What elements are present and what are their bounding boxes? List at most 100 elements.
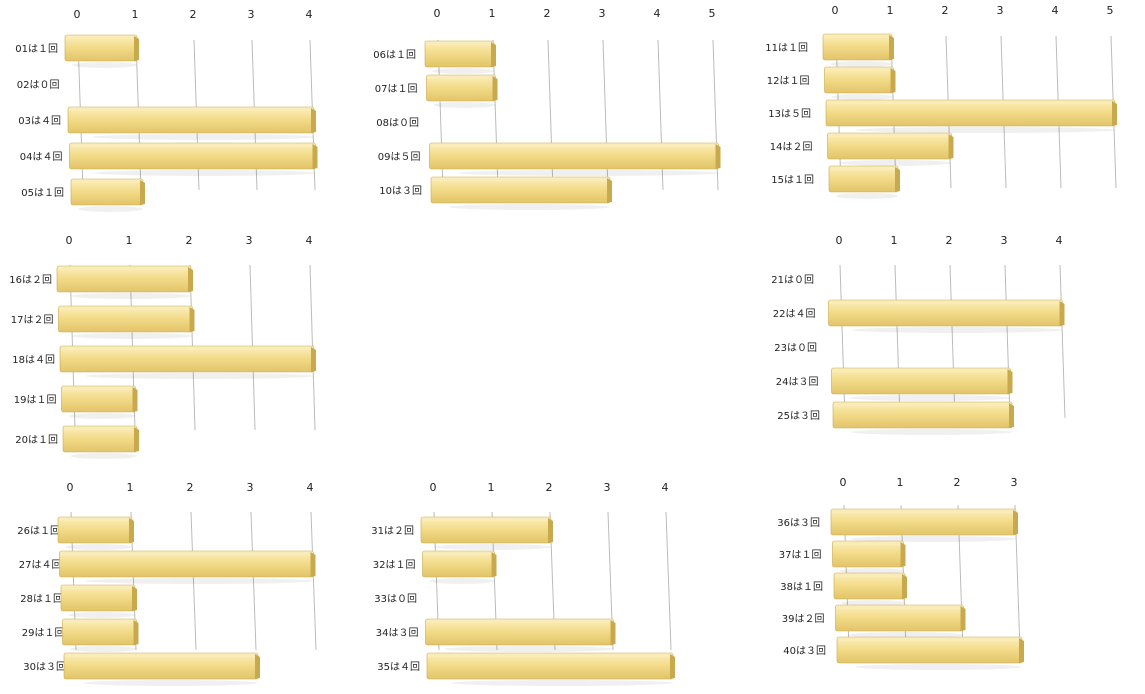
category-label-8-1: 36は３回 <box>777 517 820 529</box>
bar-top-bevel <box>832 369 1010 372</box>
tick-label-2-5: 5 <box>709 7 716 20</box>
tick-label-8-1: 1 <box>897 476 904 489</box>
bar-side-bevel <box>607 178 612 203</box>
bar-top-bevel <box>825 68 893 71</box>
bar-shadow <box>444 646 614 652</box>
category-label-2-2: 07は１回 <box>375 83 418 95</box>
category-label-1-2: 02は０回 <box>17 79 60 91</box>
bar-shadow <box>85 373 314 379</box>
tick-label-6-0: 0 <box>67 481 74 494</box>
category-label-2-4: 09は５回 <box>378 151 421 163</box>
bar-shadow <box>433 102 496 108</box>
tick-label-2-3: 3 <box>599 7 606 20</box>
gridline-6-2 <box>190 511 197 651</box>
category-label-5-3: 23は０回 <box>774 342 817 354</box>
bar-top-bevel <box>59 518 131 521</box>
category-label-5-1: 21は０回 <box>771 274 814 286</box>
bar-side-bevel <box>189 307 195 332</box>
bar-side-bevel <box>255 654 260 679</box>
tick-label-5-0: 0 <box>836 234 843 247</box>
tick-label-1-1: 1 <box>132 8 139 21</box>
category-label-7-1: 31は２回 <box>371 525 414 537</box>
bar-shadow <box>848 632 964 638</box>
gridline-7-4 <box>665 511 672 651</box>
tick-label-4-2: 2 <box>186 234 193 247</box>
bar-top-bevel <box>830 167 897 170</box>
tick-label-7-2: 2 <box>546 481 553 494</box>
tick-label-3-0: 0 <box>832 4 839 17</box>
bar-shadow <box>451 680 673 686</box>
bar-top-bevel <box>65 654 257 657</box>
bar-top-bevel <box>829 301 1062 304</box>
bar-shadow <box>849 395 1011 401</box>
category-label-4-3: 18は４回 <box>12 354 55 366</box>
category-label-5-5: 25は３回 <box>777 410 820 422</box>
category-label-1-5: 05は１回 <box>21 187 64 199</box>
bar-side-bevel <box>310 552 316 577</box>
bar-shadow <box>92 134 314 140</box>
category-label-2-5: 10は３回 <box>379 185 422 197</box>
bar-shadow <box>78 206 143 212</box>
bar-top-bevel <box>59 307 192 310</box>
bar-shadow <box>829 61 892 67</box>
bar-side-bevel <box>895 167 900 192</box>
category-label-3-1: 11は１回 <box>765 42 808 54</box>
tick-label-7-4: 4 <box>662 481 669 494</box>
bar-shadow <box>458 170 719 176</box>
bar-side-bevel <box>129 518 134 543</box>
bar-shadow <box>839 568 904 574</box>
tick-label-7-3: 3 <box>604 481 611 494</box>
bar-top-bevel <box>62 387 135 390</box>
bar-shadow <box>69 646 137 652</box>
bar-shadow <box>851 327 1063 333</box>
bar-shadow <box>854 127 1115 133</box>
bar-side-bevel <box>134 36 139 61</box>
category-label-3-4: 14は２回 <box>770 141 813 153</box>
bar-shadow <box>83 680 258 686</box>
category-label-5-4: 24は３回 <box>776 376 819 388</box>
tick-label-1-4: 4 <box>306 8 313 21</box>
bar-side-bevel <box>311 347 316 372</box>
category-label-4-4: 19は１回 <box>14 394 57 406</box>
category-label-6-1: 26は１回 <box>17 525 60 537</box>
bar-side-bevel <box>1059 301 1065 326</box>
bar-shadow <box>72 62 137 68</box>
category-label-5-2: 22は４回 <box>773 308 816 320</box>
bar-top-bevel <box>824 35 891 38</box>
category-label-7-4: 34は３回 <box>376 627 419 639</box>
category-label-3-3: 13は５回 <box>768 108 811 120</box>
bar-top-bevel <box>61 347 313 350</box>
gridline-6-4 <box>310 511 317 651</box>
category-label-1-4: 04は４回 <box>20 151 63 163</box>
gridline-5-3 <box>1004 264 1011 419</box>
tick-label-3-2: 2 <box>942 4 949 17</box>
bar-shadow <box>434 544 551 550</box>
bar-side-bevel <box>900 542 906 567</box>
tick-label-3-1: 1 <box>887 4 894 17</box>
bar-top-bevel <box>62 586 134 589</box>
bar-top-bevel <box>832 510 1015 513</box>
bar-top-bevel <box>430 144 718 147</box>
bar-top-bevel <box>836 606 963 609</box>
bar-side-bevel <box>1007 369 1013 394</box>
gridline-6-3 <box>250 511 257 651</box>
bar-top-bevel <box>827 101 1114 104</box>
bar-top-bevel <box>72 180 142 183</box>
bar-shadow <box>835 193 898 199</box>
category-label-8-4: 39は２回 <box>782 613 825 625</box>
bar-top-bevel <box>835 574 904 577</box>
tick-label-6-1: 1 <box>127 481 134 494</box>
bar-top-bevel <box>422 518 550 521</box>
gridline-5-1 <box>894 264 901 419</box>
bar-shadow <box>65 544 132 550</box>
category-label-4-1: 16は２回 <box>9 274 52 286</box>
bar-shadow <box>448 204 610 210</box>
bar-side-bevel <box>548 518 553 543</box>
tick-label-2-4: 4 <box>654 7 661 20</box>
bar-side-bevel <box>610 620 616 645</box>
category-label-7-3: 33は０回 <box>374 593 417 605</box>
tick-label-5-4: 4 <box>1056 234 1063 247</box>
category-label-3-2: 12は１回 <box>767 75 810 87</box>
bar-side-bevel <box>960 606 966 631</box>
gridline-5-0 <box>839 264 846 419</box>
